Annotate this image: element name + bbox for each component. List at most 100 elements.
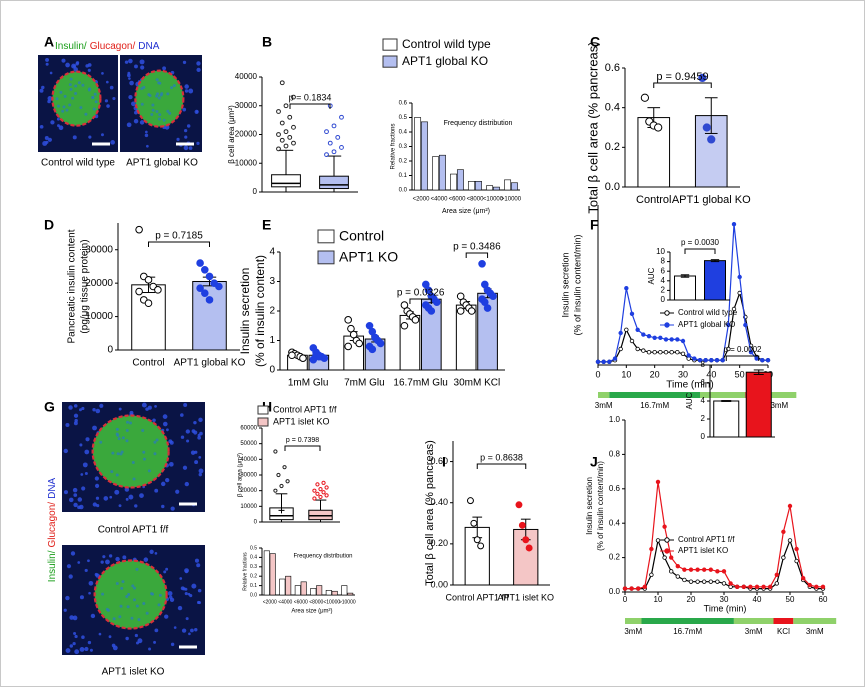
y-tick-label: 40000: [235, 72, 258, 81]
nucleus: [45, 62, 49, 66]
protocol-label: KCl: [777, 627, 790, 636]
y-tick-label: 0.2: [605, 141, 620, 153]
islet-nucleus: [74, 84, 78, 88]
nucleus: [101, 72, 104, 75]
data-point: [654, 123, 663, 132]
y-axis-label: AUC: [685, 392, 694, 409]
nucleus: [88, 591, 91, 595]
x-tick-label: 7mM Glu: [344, 378, 385, 389]
nucleus: [184, 592, 188, 596]
data-point: [702, 123, 711, 132]
nucleus: [196, 61, 201, 66]
outlier: [276, 472, 281, 478]
nucleus: [184, 84, 189, 89]
p-value: p = 0.7398: [286, 437, 319, 444]
islet-nucleus: [132, 598, 136, 602]
nucleus: [95, 408, 101, 414]
data-point: [635, 327, 640, 332]
x-tick-label: Control: [132, 358, 164, 369]
islet-nucleus: [131, 461, 135, 465]
x-tick-label: 16.7mM Glu: [393, 378, 447, 389]
y-tick-label: 0.2: [250, 574, 257, 580]
bracket: [409, 298, 432, 304]
bar: [285, 575, 292, 596]
islet-nucleus: [137, 618, 141, 622]
data-point: [820, 584, 826, 590]
data-point: [702, 567, 707, 572]
nucleus: [162, 414, 168, 419]
nucleus: [82, 462, 88, 468]
nucleus: [183, 145, 189, 151]
nucleus: [73, 421, 78, 426]
legend-label: APT1 islet KO: [273, 416, 330, 426]
x-tick-label: 60: [819, 595, 828, 604]
nucleus: [78, 504, 84, 510]
nucleus: [145, 130, 148, 134]
data-point: [768, 584, 773, 590]
nucleus: [47, 99, 51, 104]
nucleus: [188, 632, 191, 636]
nucleus: [196, 141, 200, 146]
outlier: [318, 494, 323, 500]
nucleus: [72, 135, 77, 140]
islet-nucleus: [159, 93, 163, 97]
panel-label: G: [44, 399, 55, 415]
y-tick-label: 50000: [240, 441, 257, 447]
outlier: [318, 487, 323, 492]
nucleus: [191, 429, 196, 433]
bar: [474, 181, 482, 191]
nucleus: [78, 408, 82, 412]
p-value: p = 0.0030: [681, 238, 720, 247]
bracket: [148, 241, 210, 247]
data-point: [714, 358, 720, 363]
legend-marker: [664, 548, 670, 554]
data-point: [344, 342, 352, 351]
nucleus: [179, 577, 183, 580]
y-tick-label: 0.4: [609, 518, 621, 527]
nucleus: [63, 490, 69, 495]
y-tick-label: 10000: [240, 504, 257, 510]
nucleus: [39, 124, 44, 129]
nucleus: [41, 85, 45, 90]
x-tick-label: 50: [735, 369, 745, 379]
data-point: [715, 569, 720, 574]
outlier: [324, 129, 329, 135]
islet-nucleus: [132, 586, 136, 590]
y-tick-label: 10000: [85, 311, 113, 322]
data-point: [761, 584, 766, 590]
islet-nucleus: [155, 110, 159, 114]
data-point: [765, 358, 771, 363]
islet-nucleus: [145, 611, 149, 615]
nucleus: [77, 561, 81, 564]
y-tick-label: 2: [701, 414, 706, 423]
nucleus: [89, 648, 93, 652]
data-point: [814, 584, 819, 590]
nucleus: [198, 472, 202, 477]
nucleus: [99, 403, 104, 408]
nucleus: [100, 560, 104, 564]
bar: [713, 400, 740, 438]
nucleus: [63, 608, 67, 612]
x-tick-label: <2000: [413, 197, 431, 203]
y-tick-label: 0.5: [399, 115, 408, 121]
protocol-segment: [625, 618, 642, 624]
nucleus: [144, 133, 149, 138]
y-axis-label: AUC: [647, 267, 656, 284]
y-axis-label: Pancreatic insulin content: [67, 229, 78, 343]
nucleus: [177, 605, 183, 611]
nucleus: [109, 85, 114, 90]
y-tick-label: 0.1: [399, 173, 408, 179]
protocol-segment: [762, 392, 797, 398]
x-tick-label: 40: [753, 595, 762, 604]
bar: [492, 186, 500, 191]
islet-nucleus: [68, 103, 72, 107]
data-point: [196, 259, 204, 267]
data-point: [708, 579, 713, 584]
protocol-label: 3mM: [770, 401, 788, 410]
nucleus: [198, 468, 204, 474]
nucleus: [45, 57, 49, 62]
outlier: [331, 123, 337, 129]
panel-label: J: [590, 454, 598, 470]
protocol-segment: [793, 618, 837, 624]
nucleus: [69, 644, 74, 648]
